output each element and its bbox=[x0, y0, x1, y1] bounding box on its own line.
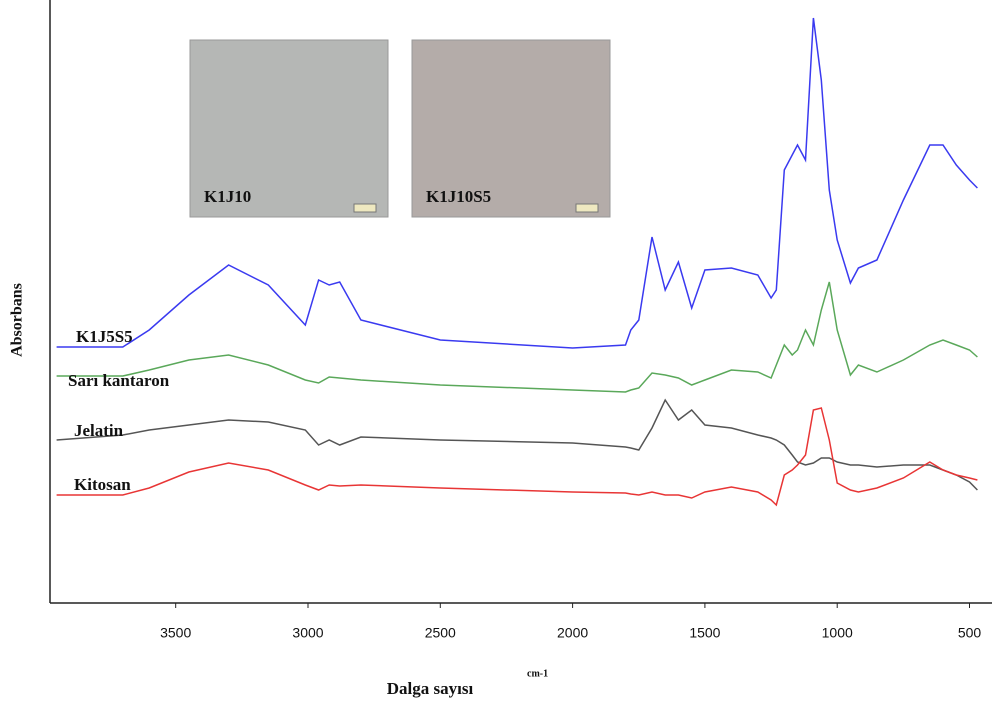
series-line bbox=[56, 281, 978, 393]
x-tick-label: 500 bbox=[958, 625, 982, 641]
y-axis-title: Absorbans bbox=[9, 283, 26, 357]
x-tick-label: 3500 bbox=[160, 625, 191, 641]
inset-image bbox=[189, 39, 389, 218]
inset-image bbox=[411, 39, 611, 218]
series-label: Jelatin bbox=[74, 421, 124, 440]
series-line bbox=[56, 398, 978, 491]
inset-label: K1J10S5 bbox=[426, 187, 491, 206]
scale-bar bbox=[353, 203, 377, 213]
x-tick-label: 2500 bbox=[425, 625, 456, 641]
x-tick-label: 2000 bbox=[557, 625, 588, 641]
x-tick-label: 1500 bbox=[689, 625, 720, 641]
series-line bbox=[56, 17, 978, 349]
series-label: Kitosan bbox=[74, 475, 131, 494]
series-line bbox=[56, 407, 978, 507]
series-label: K1J5S5 bbox=[76, 327, 133, 346]
x-tick-label: 3000 bbox=[292, 625, 323, 641]
x-axis-unit: cm-1 bbox=[527, 668, 548, 679]
scale-bar bbox=[575, 203, 599, 213]
x-axis-title: Dalga sayısı bbox=[387, 679, 474, 698]
x-tick-label: 1000 bbox=[822, 625, 853, 641]
series-label: Sarı kantaron bbox=[68, 371, 170, 390]
inset-label: K1J10 bbox=[204, 187, 251, 206]
